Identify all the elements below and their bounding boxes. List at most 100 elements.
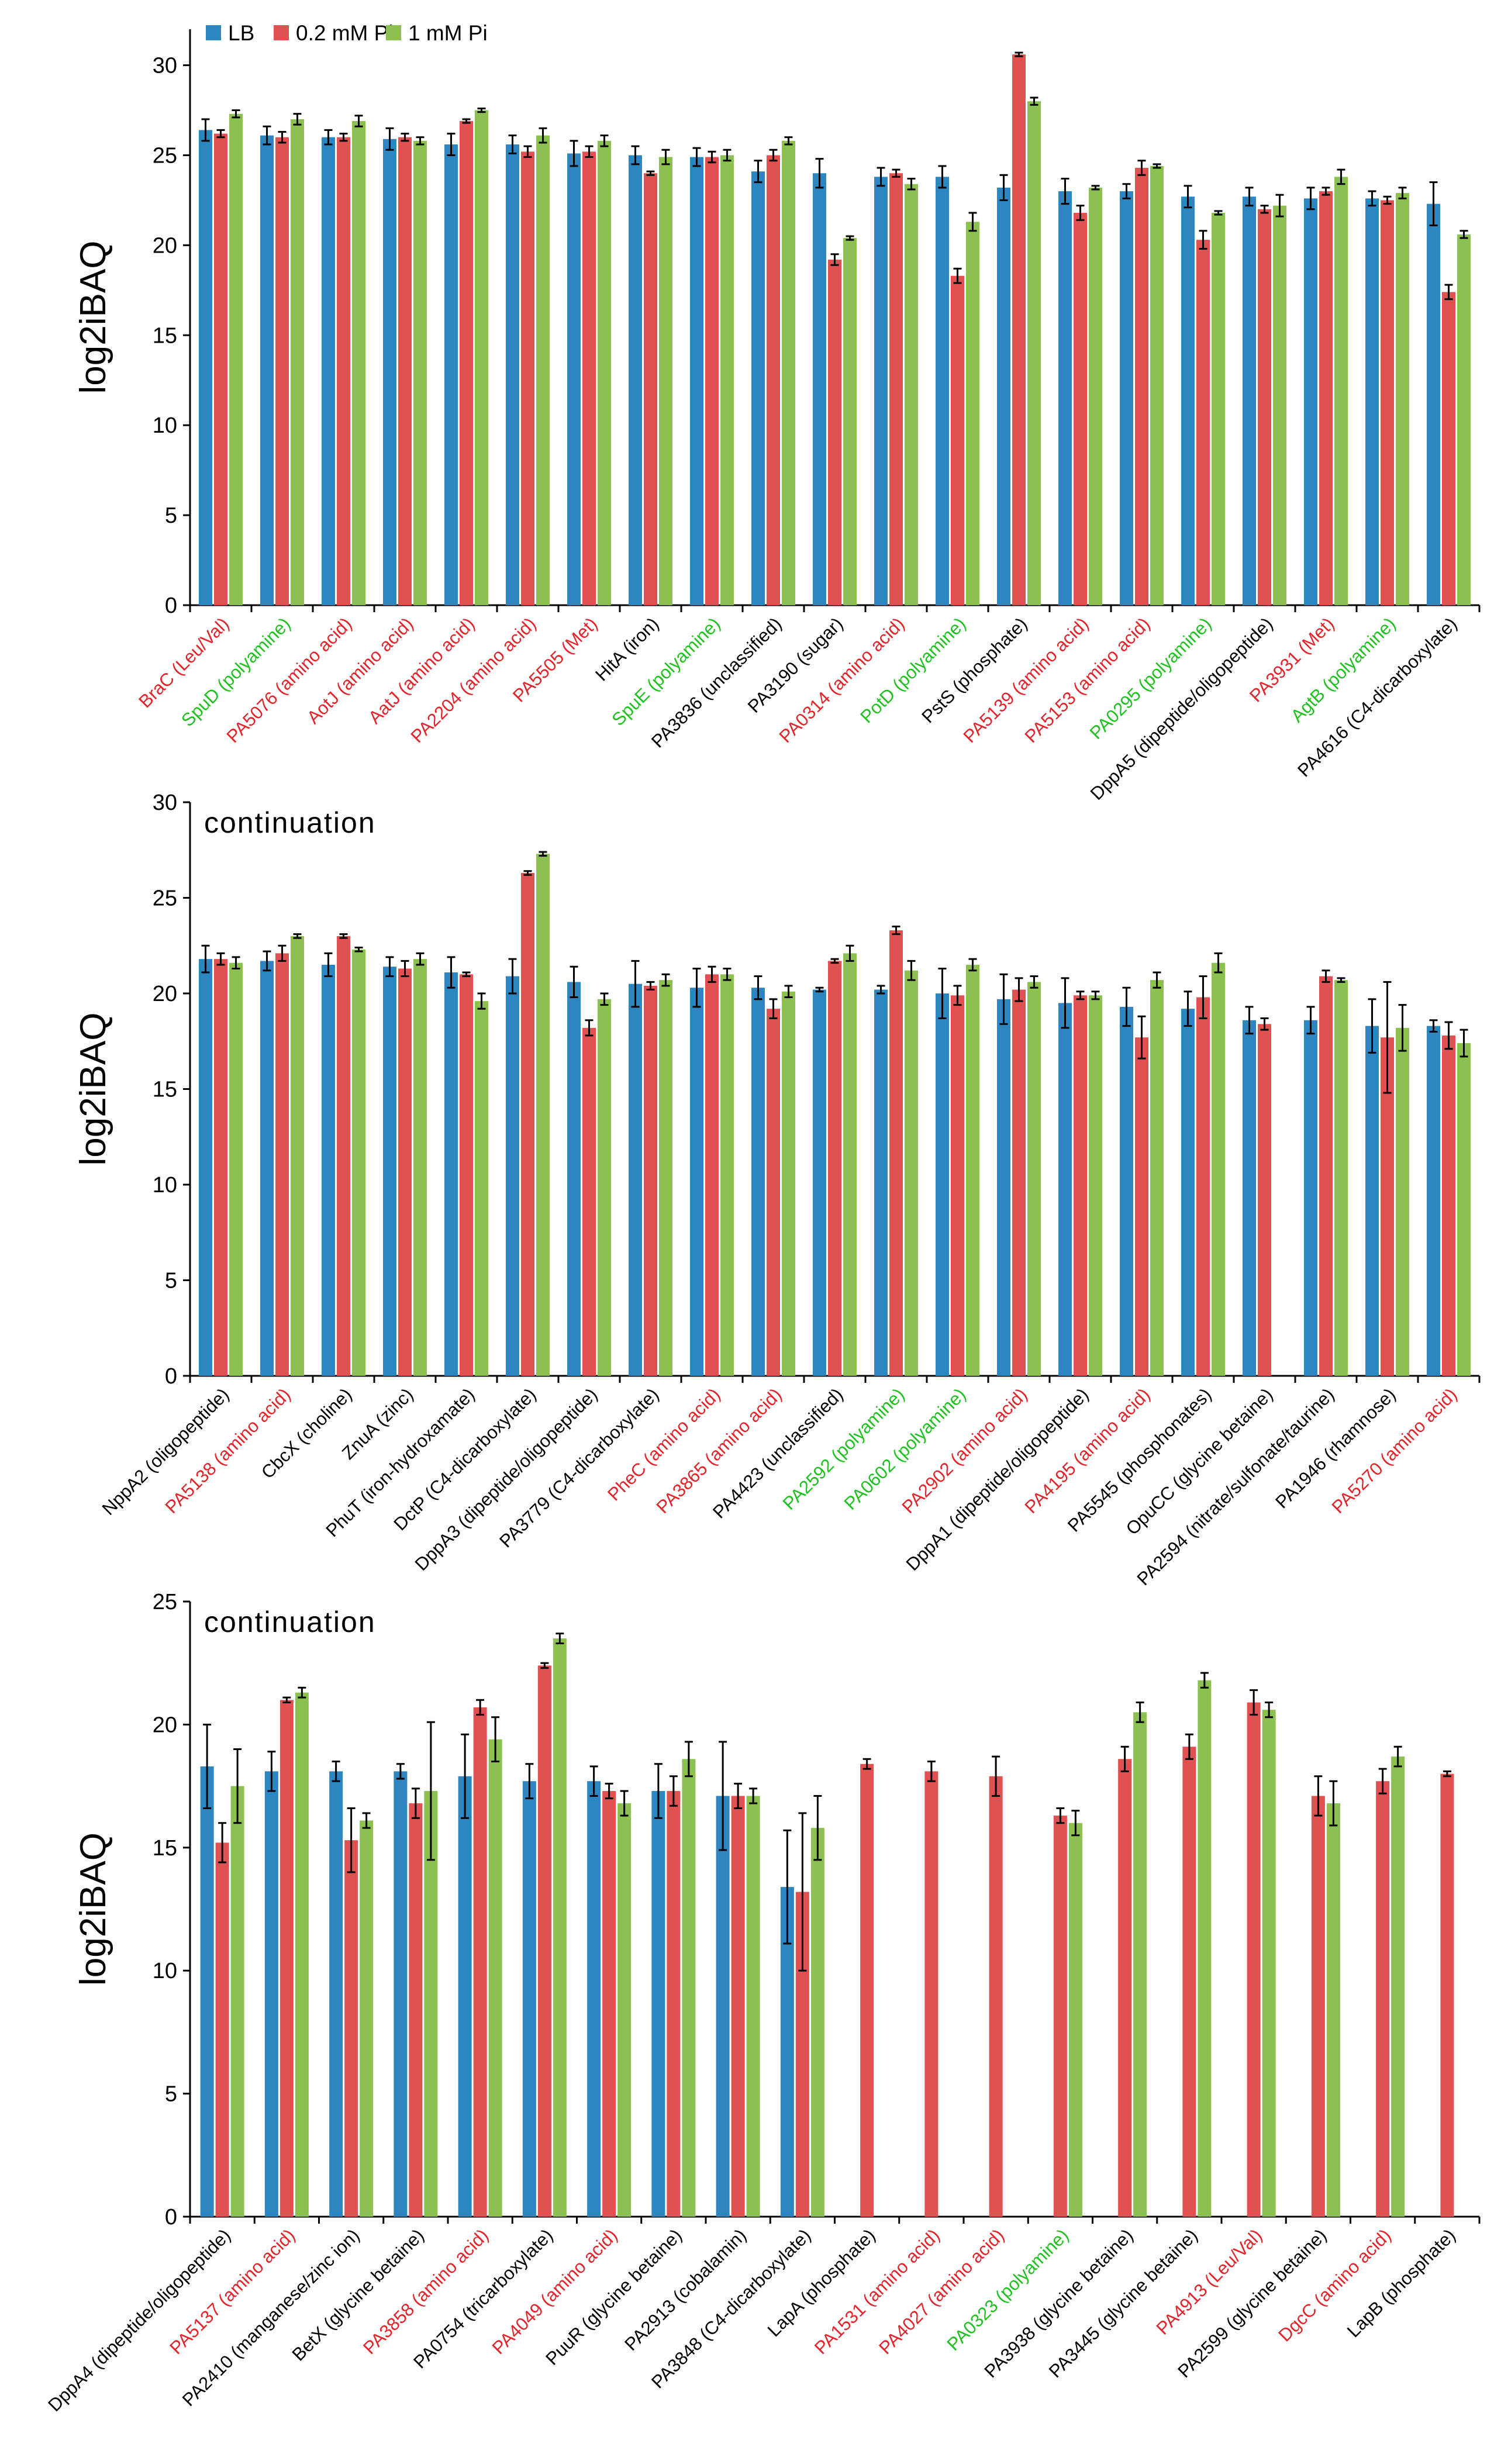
bar-lb	[936, 177, 949, 605]
bar-1-mm-pi	[598, 140, 611, 605]
y-tick-label: 15	[153, 1078, 177, 1102]
continuation-annotation: continuation	[204, 806, 376, 839]
y-tick-label: 5	[165, 2082, 177, 2107]
bar-0-2-mm-pi	[1381, 1037, 1394, 1376]
bar-0-2-mm-pi	[214, 959, 227, 1376]
bar-0-2-mm-pi	[521, 872, 534, 1376]
bar-0-2-mm-pi	[1258, 1024, 1271, 1376]
bar-1-mm-pi	[1068, 1823, 1082, 2217]
bar-1-mm-pi	[536, 854, 550, 1376]
bar-1-mm-pi	[720, 155, 734, 605]
bar-lb	[199, 130, 212, 605]
bar-0-2-mm-pi	[889, 930, 903, 1376]
bar-0-2-mm-pi	[1182, 1747, 1196, 2217]
bar-lb	[1365, 198, 1379, 605]
bar-lb	[874, 989, 888, 1376]
bar-lb	[506, 976, 519, 1376]
bar-lb	[1058, 1003, 1072, 1376]
bar-0-2-mm-pi	[275, 137, 289, 605]
bar-lb	[383, 139, 396, 605]
legend-label: 1 mM Pi	[408, 21, 488, 45]
bar-1-mm-pi	[810, 1828, 824, 2217]
bar-lb	[444, 972, 458, 1376]
bar-1-mm-pi	[1457, 1043, 1471, 1376]
bar-0-2-mm-pi	[460, 120, 473, 605]
bar-0-2-mm-pi	[1258, 209, 1271, 605]
bar-1-mm-pi	[1212, 962, 1225, 1376]
bar-1-mm-pi	[966, 222, 979, 605]
bar-lb	[997, 187, 1010, 605]
continuation-annotation: continuation	[204, 1606, 376, 1638]
bar-lb	[997, 999, 1010, 1376]
y-axis-label: log2iBAQ	[73, 1833, 113, 1986]
legend-label: LB	[228, 21, 254, 45]
bar-lb	[458, 1776, 472, 2217]
bar-1-mm-pi	[1396, 193, 1409, 605]
bar-lb	[780, 1887, 794, 2217]
y-tick-label: 20	[153, 982, 177, 1006]
bar-lb	[506, 144, 519, 605]
bar-0-2-mm-pi	[644, 985, 657, 1376]
bar-0-2-mm-pi	[1118, 1759, 1132, 2217]
bar-1-mm-pi	[782, 140, 795, 605]
bar-1-mm-pi	[1150, 980, 1164, 1376]
bar-0-2-mm-pi	[460, 974, 473, 1376]
y-tick-label: 20	[153, 233, 177, 258]
y-tick-label: 10	[153, 413, 177, 438]
bar-lb	[260, 135, 274, 605]
bar-1-mm-pi	[230, 1786, 244, 2217]
bar-1-mm-pi	[720, 974, 734, 1376]
bar-lb	[629, 155, 642, 605]
bar-0-2-mm-pi	[398, 137, 412, 605]
bar-0-2-mm-pi	[1319, 191, 1333, 605]
bar-0-2-mm-pi	[1196, 997, 1210, 1376]
y-tick-label: 20	[153, 1713, 177, 1737]
bar-0-2-mm-pi	[1135, 168, 1148, 605]
bar-0-2-mm-pi	[344, 1840, 358, 2217]
bar-0-2-mm-pi	[860, 1764, 874, 2217]
bar-1-mm-pi	[360, 1820, 374, 2217]
bar-1-mm-pi	[905, 970, 918, 1376]
bar-1-mm-pi	[1262, 1710, 1276, 2217]
bar-lb	[751, 171, 765, 605]
bar-1-mm-pi	[475, 1001, 488, 1376]
bar-lb	[260, 961, 274, 1376]
bar-1-mm-pi	[553, 1638, 567, 2217]
y-tick-label: 10	[153, 1959, 177, 1983]
bar-lb	[813, 989, 826, 1376]
bar-1-mm-pi	[229, 962, 243, 1376]
y-tick-label: 25	[153, 886, 177, 911]
bar-1-mm-pi	[966, 964, 979, 1376]
bar-1-mm-pi	[352, 120, 365, 605]
bar-0-2-mm-pi	[705, 974, 719, 1376]
bar-0-2-mm-pi	[1311, 1796, 1325, 2217]
bar-0-2-mm-pi	[1074, 212, 1087, 605]
bar-0-2-mm-pi	[767, 155, 780, 605]
bar-1-mm-pi	[1027, 101, 1041, 605]
bar-lb	[1120, 1006, 1133, 1376]
bar-0-2-mm-pi	[767, 1009, 780, 1376]
bar-1-mm-pi	[843, 238, 857, 605]
bar-0-2-mm-pi	[398, 968, 412, 1376]
bar-0-2-mm-pi	[337, 936, 350, 1376]
y-tick-label: 25	[153, 143, 177, 168]
bar-1-mm-pi	[598, 999, 611, 1376]
bar-lb	[1243, 196, 1256, 605]
bar-0-2-mm-pi	[1247, 1702, 1261, 2217]
bar-0-2-mm-pi	[409, 1803, 423, 2217]
bar-lb	[1427, 1026, 1440, 1376]
bar-lb	[322, 964, 335, 1376]
bar-0-2-mm-pi	[602, 1791, 616, 2217]
bar-lb	[567, 982, 581, 1376]
bar-1-mm-pi	[1334, 980, 1348, 1376]
bar-1-mm-pi	[617, 1803, 632, 2217]
y-axis-label: log2iBAQ	[73, 1013, 113, 1166]
bar-1-mm-pi	[659, 157, 672, 605]
bar-0-2-mm-pi	[951, 995, 964, 1376]
bar-1-mm-pi	[1273, 205, 1286, 605]
y-tick-label: 0	[165, 1364, 177, 1389]
bar-0-2-mm-pi	[521, 151, 534, 605]
bar-0-2-mm-pi	[214, 133, 227, 605]
bar-1-mm-pi	[659, 980, 672, 1376]
bar-0-2-mm-pi	[1440, 1773, 1454, 2217]
